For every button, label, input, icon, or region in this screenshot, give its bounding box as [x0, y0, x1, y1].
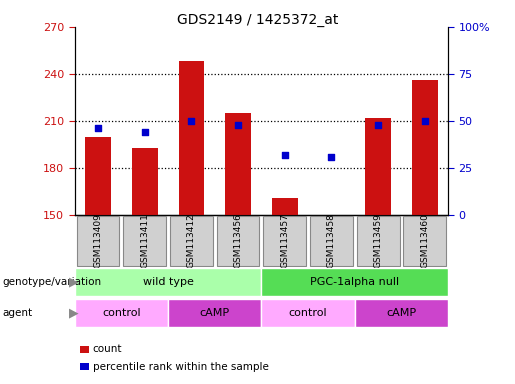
Text: GSM113457: GSM113457 — [280, 214, 289, 268]
Text: percentile rank within the sample: percentile rank within the sample — [93, 362, 269, 372]
Point — [187, 118, 196, 124]
Bar — [355, 299, 448, 327]
Text: PGC-1alpha null: PGC-1alpha null — [310, 277, 399, 287]
Bar — [85, 137, 111, 215]
Bar — [168, 299, 261, 327]
Bar — [263, 216, 306, 266]
Bar — [403, 216, 446, 266]
Point — [327, 154, 335, 160]
Point — [281, 152, 289, 158]
Point — [374, 122, 382, 128]
Point — [421, 118, 429, 124]
Text: GSM113456: GSM113456 — [233, 214, 243, 268]
Text: genotype/variation: genotype/variation — [3, 277, 101, 287]
Bar — [261, 299, 355, 327]
Bar — [132, 147, 158, 215]
Point — [234, 122, 242, 128]
Bar — [272, 198, 298, 215]
Text: ▶: ▶ — [68, 276, 78, 289]
Text: GSM113412: GSM113412 — [187, 214, 196, 268]
Bar — [170, 216, 213, 266]
Text: GSM113409: GSM113409 — [94, 214, 102, 268]
Bar — [179, 61, 204, 215]
Text: control: control — [289, 308, 328, 318]
Text: agent: agent — [3, 308, 32, 318]
Point — [141, 129, 149, 135]
Bar — [123, 216, 166, 266]
Bar — [75, 268, 261, 296]
Bar — [365, 118, 391, 215]
Text: ▶: ▶ — [68, 306, 78, 319]
Text: cAMP: cAMP — [386, 308, 417, 318]
Text: GSM113459: GSM113459 — [373, 214, 383, 268]
Bar — [261, 268, 448, 296]
Text: wild type: wild type — [143, 277, 194, 287]
Bar — [356, 216, 400, 266]
Bar — [310, 216, 353, 266]
Text: GDS2149 / 1425372_at: GDS2149 / 1425372_at — [177, 13, 338, 27]
Text: count: count — [93, 344, 122, 354]
Text: control: control — [102, 308, 141, 318]
Point — [94, 126, 102, 132]
Bar — [225, 113, 251, 215]
Text: GSM113411: GSM113411 — [140, 214, 149, 268]
Text: GSM113460: GSM113460 — [420, 214, 429, 268]
Text: cAMP: cAMP — [200, 308, 230, 318]
Bar — [77, 216, 119, 266]
Bar — [75, 299, 168, 327]
Text: GSM113458: GSM113458 — [327, 214, 336, 268]
Bar — [412, 80, 438, 215]
Bar — [216, 216, 260, 266]
